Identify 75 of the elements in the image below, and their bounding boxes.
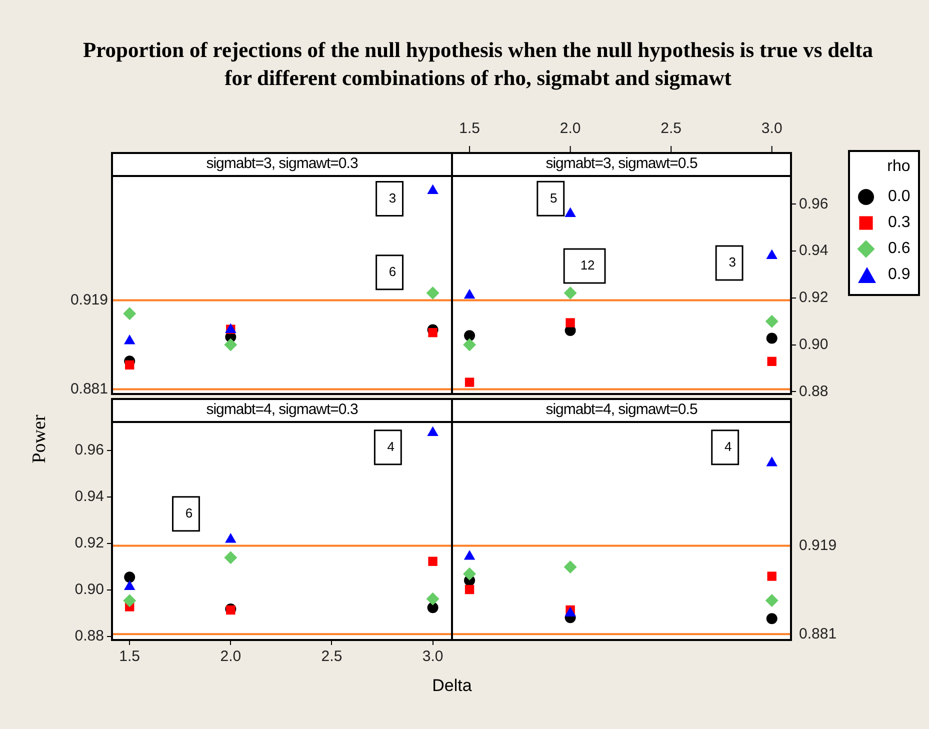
point	[224, 551, 238, 564]
point	[224, 338, 238, 352]
point	[123, 307, 136, 320]
point	[427, 426, 438, 436]
point	[564, 207, 576, 217]
x-tick-label: 1.5	[119, 648, 140, 666]
y-tick-label: 0.88	[74, 628, 104, 645]
annotation: 4	[724, 438, 732, 454]
point	[765, 314, 778, 328]
y2-tick-label: 0.92	[799, 289, 828, 306]
point	[767, 356, 776, 366]
y-tick-label: 0.92	[74, 534, 104, 552]
legend-title: rho	[886, 158, 910, 177]
point	[765, 594, 778, 607]
chart-subtitle: sigmabt=4, sigmawt=0.3	[111, 398, 453, 423]
point	[426, 286, 440, 300]
point	[124, 360, 134, 370]
ref-line-label: 0.919	[70, 291, 108, 308]
annotation: 4	[387, 438, 395, 454]
annotation: 6	[388, 264, 396, 279]
point	[464, 330, 476, 342]
ref-line-label: 0.881	[799, 625, 837, 642]
x-tick-label: 2.5	[321, 648, 342, 666]
legend-label: 0.6	[888, 240, 910, 258]
x2-tick-label: 3.0	[761, 120, 782, 138]
x2-tick-label: 2.5	[660, 120, 682, 138]
chart-subtitle: sigmabt=3, sigmawt=0.3	[111, 152, 453, 177]
point	[464, 288, 476, 299]
x2-tick-label: 2.0	[560, 120, 581, 138]
point	[464, 584, 474, 594]
legend-label: 0.3	[888, 214, 910, 232]
y2-tick-label: 0.90	[799, 336, 828, 353]
annotation: 3	[728, 254, 736, 270]
point	[566, 318, 575, 328]
y2-tick-label: 0.88	[799, 382, 828, 400]
annotation: 6	[185, 505, 193, 520]
y-axis-title: Power	[29, 414, 51, 466]
chart-title: Proportion of rejections of the null hypothesis when the null hypothesis is true vs delta for different combinations of rho, sigmabt and sigmawt	[83, 37, 873, 92]
point	[767, 572, 776, 581]
legend-label: 0.9	[888, 266, 910, 284]
point	[463, 567, 476, 580]
point	[766, 456, 778, 466]
point	[464, 550, 476, 560]
point	[124, 572, 136, 583]
x-axis-title: Delta	[431, 676, 473, 696]
y-tick-label: 0.96	[74, 442, 104, 459]
point	[766, 613, 778, 624]
annotation: 12	[580, 258, 595, 273]
legend-label: 0.0	[888, 188, 910, 206]
y-tick-label: 0.90	[74, 581, 104, 598]
ref-line-label: 0.881	[70, 380, 108, 398]
point	[463, 338, 476, 352]
point	[564, 286, 577, 300]
x2-tick-label: 1.5	[459, 120, 480, 138]
point	[564, 560, 577, 574]
y2-tick-label: 0.96	[799, 195, 828, 212]
point	[428, 328, 438, 338]
chart-subtitle: sigmabt=4, sigmawt=0.5	[451, 398, 792, 423]
x-tick-label: 2.0	[220, 648, 242, 666]
point	[464, 378, 474, 387]
point	[766, 332, 778, 344]
point	[124, 334, 136, 344]
y2-tick-label: 0.94	[799, 242, 828, 260]
chart-subtitle: sigmabt=3, sigmawt=0.5	[451, 152, 792, 177]
point	[123, 594, 136, 608]
ref-line-label: 0.919	[799, 536, 837, 554]
point	[766, 249, 778, 259]
point	[225, 532, 236, 543]
annotation: 5	[550, 190, 558, 206]
point	[426, 592, 440, 606]
y-tick-label: 0.94	[74, 488, 104, 506]
point	[427, 184, 438, 194]
x-tick-label: 3.0	[422, 648, 444, 666]
point	[428, 556, 438, 566]
annotation: 3	[388, 190, 396, 206]
